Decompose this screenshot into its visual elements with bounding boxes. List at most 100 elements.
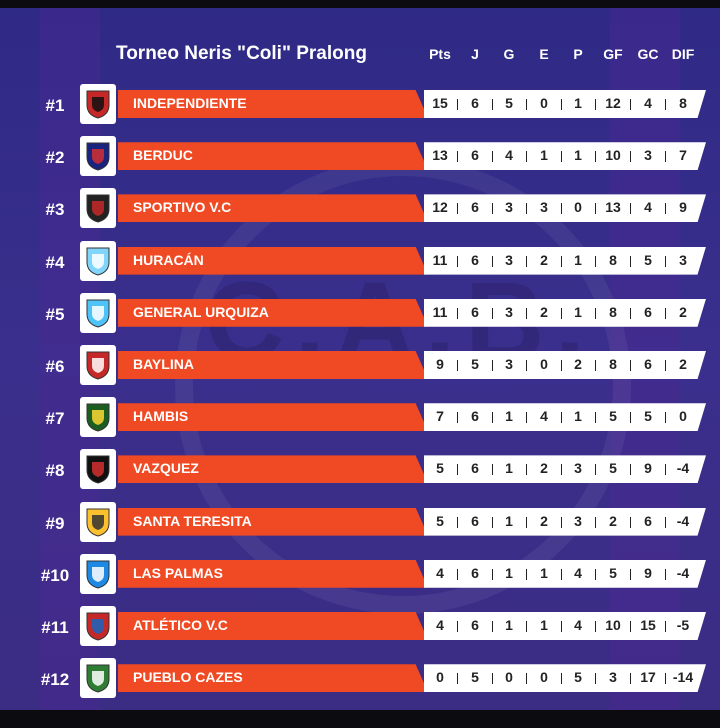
stat-separator (630, 568, 631, 580)
stat-separator (492, 99, 493, 110)
stat-separator (630, 412, 631, 424)
sportivo-crest-icon (80, 188, 116, 229)
stat-gc: 5 (644, 251, 652, 268)
stat-separator (595, 151, 596, 163)
stat-separator (492, 307, 493, 319)
stat-g: 5 (505, 95, 513, 111)
stat-separator (665, 621, 666, 632)
stat-separator (526, 360, 527, 371)
stat-gf: 5 (609, 460, 617, 477)
stat-j: 6 (471, 199, 479, 216)
team-name: GENERAL URQUIZA (133, 303, 269, 320)
stat-dif: -5 (676, 617, 690, 633)
stat-gc: 15 (640, 617, 656, 633)
stat-gf: 12 (605, 95, 621, 111)
stat-separator (457, 203, 458, 215)
stat-separator (492, 516, 493, 528)
stat-e: 1 (540, 564, 548, 581)
huracan-crest-icon (80, 240, 116, 281)
stat-p: 2 (574, 356, 582, 372)
stat-separator (492, 255, 493, 267)
stat-pts: 9 (436, 356, 444, 372)
stat-separator (561, 516, 562, 528)
stat-separator (595, 360, 596, 371)
stat-p: 3 (574, 512, 582, 529)
stat-separator (526, 151, 527, 163)
column-header-e: E (539, 46, 549, 62)
stat-separator (561, 621, 562, 632)
stat-e: 0 (540, 356, 548, 372)
table-row: #8 VAZQUEZ 5 6 1 2 3 5 9 -4 (0, 449, 720, 495)
stats-bar (424, 351, 706, 379)
stat-gc: 4 (644, 199, 652, 216)
stat-separator (457, 99, 458, 110)
stat-e: 3 (540, 199, 548, 216)
stat-separator (561, 673, 562, 685)
column-header-g: G (503, 46, 515, 62)
stat-separator (561, 99, 562, 110)
tournament-title: Torneo Neris "Coli" Pralong (116, 43, 367, 64)
stat-e: 1 (540, 147, 548, 164)
stats-bar (424, 559, 706, 588)
stat-separator (526, 464, 527, 476)
stat-separator (526, 673, 527, 685)
stat-pts: 13 (432, 147, 448, 164)
team-name-bar (118, 455, 428, 484)
team-name-bar (118, 246, 428, 275)
team-name: LAS PALMAS (133, 564, 223, 581)
stat-e: 2 (540, 460, 548, 477)
stat-dif: -14 (672, 669, 694, 686)
stat-separator (630, 151, 631, 163)
stat-g: 1 (505, 460, 513, 477)
stat-separator (665, 464, 666, 476)
stat-g: 0 (505, 669, 513, 686)
stat-j: 6 (471, 617, 479, 633)
team-name-bar (118, 507, 428, 536)
stat-separator (665, 203, 666, 215)
stat-e: 0 (540, 669, 548, 686)
table-row: #7 HAMBIS 7 6 1 4 1 5 5 0 (0, 397, 720, 443)
stat-j: 6 (471, 251, 479, 268)
stat-separator (630, 516, 631, 528)
stat-separator (595, 412, 596, 424)
stat-gf: 10 (605, 147, 621, 164)
stat-dif: 9 (679, 199, 687, 216)
stat-e: 0 (540, 95, 548, 111)
stats-bar (424, 664, 706, 693)
stat-separator (630, 673, 631, 685)
stat-j: 6 (471, 460, 479, 477)
table-row: #9 SANTA TERESITA 5 6 1 2 3 2 6 -4 (0, 501, 720, 548)
stat-separator (595, 307, 596, 319)
stat-g: 3 (505, 251, 513, 268)
rank-label: #10 (40, 565, 70, 585)
hambis-crest-icon (80, 397, 116, 438)
stat-j: 6 (471, 512, 479, 529)
stats-bar (424, 403, 706, 432)
team-name: VAZQUEZ (133, 460, 199, 477)
stat-dif: -4 (676, 460, 690, 477)
standings-panel: C.A.B. Torneo Neris "Coli" Pralong PtsJG… (0, 8, 720, 718)
team-name-bar (118, 194, 428, 223)
stat-gc: 9 (644, 460, 652, 477)
team-name: BAYLINA (133, 356, 194, 372)
stat-gc: 3 (644, 147, 652, 164)
santa-teresita-crest-icon (80, 501, 116, 542)
stat-separator (665, 151, 666, 163)
stat-separator (561, 412, 562, 424)
stat-separator (526, 307, 527, 319)
stat-j: 6 (471, 95, 479, 111)
stat-separator (526, 203, 527, 215)
stat-dif: -4 (676, 512, 690, 529)
team-name: SPORTIVO V.C (133, 199, 232, 216)
stat-e: 4 (540, 408, 548, 425)
stat-separator (561, 307, 562, 319)
stat-g: 4 (505, 147, 513, 164)
team-name: PUEBLO CAZES (133, 669, 243, 686)
stat-j: 5 (471, 356, 479, 372)
stat-g: 1 (505, 617, 513, 633)
stat-p: 4 (574, 617, 582, 633)
rank-label: #5 (45, 304, 65, 324)
stat-separator (492, 360, 493, 371)
stat-separator (492, 464, 493, 476)
stat-p: 1 (574, 95, 582, 111)
